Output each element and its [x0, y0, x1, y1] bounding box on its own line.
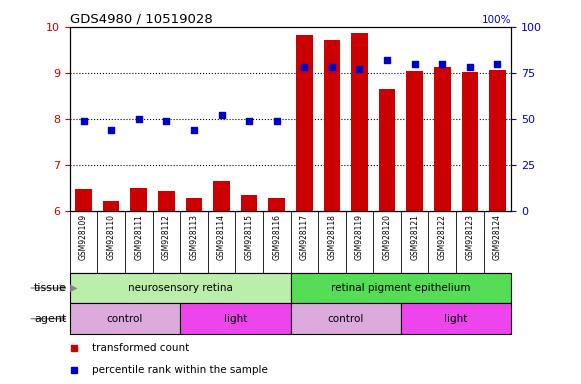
Bar [401, 303, 511, 334]
Bar [76, 189, 92, 211]
Text: control: control [107, 314, 143, 324]
Point [106, 127, 116, 133]
Point [79, 118, 88, 124]
Bar [290, 273, 511, 303]
Bar [103, 201, 120, 211]
Bar [290, 303, 401, 334]
Text: GSM928113: GSM928113 [189, 214, 198, 260]
Point [382, 57, 392, 63]
Text: control: control [328, 314, 364, 324]
Point [134, 116, 144, 122]
Text: GSM928123: GSM928123 [465, 214, 474, 260]
Bar [213, 181, 230, 211]
Text: percentile rank within the sample: percentile rank within the sample [92, 365, 268, 375]
Text: GSM928117: GSM928117 [300, 214, 309, 260]
Text: light: light [224, 314, 247, 324]
Point [327, 65, 336, 71]
Bar [70, 303, 180, 334]
Bar [489, 70, 505, 211]
Point [410, 61, 419, 67]
Point [245, 118, 254, 124]
Text: GSM928116: GSM928116 [272, 214, 281, 260]
Bar [434, 68, 451, 211]
Bar [462, 72, 478, 211]
Bar [241, 195, 257, 211]
Point [355, 66, 364, 72]
Bar [379, 89, 395, 211]
Text: GSM928120: GSM928120 [383, 214, 392, 260]
Text: tissue: tissue [34, 283, 67, 293]
Text: GSM928110: GSM928110 [107, 214, 116, 260]
Text: GDS4980 / 10519028: GDS4980 / 10519028 [70, 13, 213, 26]
Bar [158, 191, 175, 211]
Text: 100%: 100% [482, 15, 511, 25]
Point [162, 118, 171, 124]
Text: GSM928119: GSM928119 [355, 214, 364, 260]
Text: GSM928121: GSM928121 [410, 214, 419, 260]
Text: retinal pigment epithelium: retinal pigment epithelium [331, 283, 471, 293]
Text: light: light [444, 314, 468, 324]
Point [465, 65, 475, 71]
Point [217, 112, 226, 118]
Point [189, 127, 199, 133]
Bar [180, 303, 290, 334]
Text: GSM928122: GSM928122 [438, 214, 447, 260]
Text: GSM928111: GSM928111 [134, 214, 143, 260]
Bar [352, 33, 368, 211]
Bar [407, 71, 423, 211]
Bar [186, 198, 202, 211]
Text: neurosensory retina: neurosensory retina [128, 283, 232, 293]
Text: GSM928118: GSM928118 [328, 214, 336, 260]
Point [437, 61, 447, 67]
Bar [70, 273, 290, 303]
Bar [324, 40, 340, 211]
Text: GSM928115: GSM928115 [245, 214, 253, 260]
Text: GSM928114: GSM928114 [217, 214, 226, 260]
Point [272, 118, 281, 124]
Text: transformed count: transformed count [92, 343, 189, 353]
Text: GSM928112: GSM928112 [162, 214, 171, 260]
Text: agent: agent [34, 314, 67, 324]
Point [493, 61, 502, 67]
Bar [131, 188, 147, 211]
Bar [268, 198, 285, 211]
Point [300, 65, 309, 71]
Bar [296, 35, 313, 211]
Text: GSM928124: GSM928124 [493, 214, 502, 260]
Text: GSM928109: GSM928109 [79, 214, 88, 260]
Text: ▶: ▶ [67, 283, 77, 293]
